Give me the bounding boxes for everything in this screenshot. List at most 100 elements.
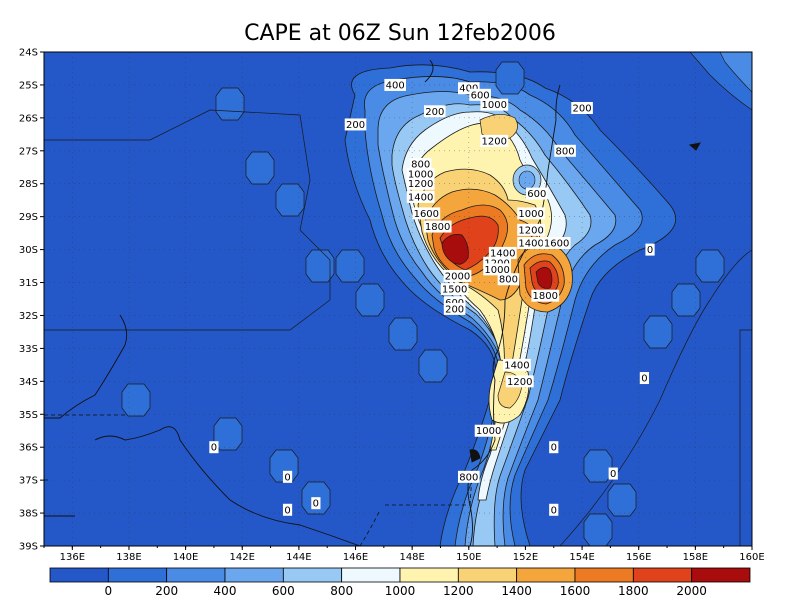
x-tick-label: 144E: [286, 552, 311, 563]
colorbar-label: 1800: [618, 584, 649, 598]
x-tick-label: 138E: [116, 552, 141, 563]
colorbar-swatch: [399, 567, 459, 583]
x-tick-label: 160E: [739, 552, 764, 563]
x-tick-label: 156E: [626, 552, 651, 563]
contour-label-bg: [282, 503, 293, 516]
contour-label: 1200: [507, 377, 532, 388]
x-tick-label: 150E: [456, 552, 481, 563]
cape-hole-400: [518, 170, 536, 190]
x-tick-label: 142E: [230, 552, 255, 563]
contour-label: 1000: [482, 100, 507, 111]
contour-label-bg: [639, 372, 649, 385]
contour-label: 1600: [414, 209, 439, 220]
contour-label: 1200: [482, 136, 507, 147]
contour-label-bg: [517, 223, 546, 236]
contour-label: 2000: [445, 271, 470, 282]
x-tick-label: 146E: [343, 552, 368, 563]
contour-label: 0: [211, 443, 217, 454]
contour-label-bg: [571, 101, 593, 114]
y-tick-label: 37S: [19, 476, 38, 487]
x-tick-label: 136E: [60, 552, 85, 563]
contour-label: 600: [527, 189, 546, 200]
contour-label: 1000: [484, 265, 509, 276]
colorbar-swatch: [166, 567, 226, 583]
contour-label-bg: [517, 207, 546, 220]
contour-label-bg: [209, 441, 219, 454]
contour-label: 1800: [425, 222, 450, 233]
contour-label: 800: [459, 472, 478, 483]
contour-label: 1400: [504, 360, 529, 371]
contour-label-bg: [549, 441, 559, 454]
colorbar-swatch: [691, 567, 751, 583]
cape-contour-0-west: [44, 109, 331, 331]
colorbar-label: 0: [105, 584, 113, 598]
contour-label-bg: [497, 273, 520, 286]
colorbar-label: 800: [330, 584, 353, 598]
cape-contour-0-se: [739, 329, 752, 546]
contour-label: 400: [459, 84, 478, 95]
contour-label-bg: [542, 237, 571, 250]
contour-label: 200: [346, 120, 365, 131]
contour-label: 1200: [518, 225, 543, 236]
contour-label-bg: [311, 497, 321, 510]
contour-label-bg: [458, 470, 480, 483]
contour-label: 0: [284, 472, 290, 483]
contour-label: 200: [445, 304, 464, 315]
colorbar-swatch: [516, 567, 576, 583]
contour-label-bg: [517, 237, 546, 250]
cape-fill-2200: [441, 234, 469, 265]
contour-label: 1400: [518, 239, 543, 250]
contour-label: 1400: [490, 248, 515, 259]
colorbar-swatch: [574, 567, 634, 583]
contour-label-bg: [608, 467, 618, 480]
contour-label-bg: [503, 358, 531, 371]
contour-label-bg: [488, 246, 517, 259]
y-tick-label: 33S: [19, 344, 38, 355]
contour-label: 600: [471, 90, 490, 101]
contour-label-bg: [505, 375, 534, 388]
colorbar: 0 200 400 600 800 1000 1200 1400 1600 1800 2000: [49, 567, 751, 598]
contour-label: 0: [647, 245, 653, 256]
y-tick-label: 34S: [19, 377, 38, 388]
contour-label: 200: [425, 107, 444, 118]
contour-label: 1000: [476, 426, 501, 437]
x-tick-label: 148E: [399, 552, 424, 563]
colorbar-label: 600: [272, 584, 295, 598]
contour-label-bg: [480, 134, 509, 147]
contour-label: 1800: [533, 291, 558, 302]
contour-label: 800: [499, 275, 518, 286]
y-tick-label: 24S: [19, 48, 38, 59]
colorbar-label: 1000: [385, 584, 416, 598]
contour-label: 1000: [518, 209, 543, 220]
colorbar-swatch: [457, 567, 518, 583]
contour-label: 1000: [408, 169, 433, 180]
contour-label-bg: [480, 98, 509, 111]
y-axis-ticks: 24S 25S 26S 27S 28S 29S 30S 31S 32S 33S 34S 35S 36S 3…: [19, 48, 44, 553]
contour-label-bg: [443, 269, 472, 282]
contour-label: 1400: [408, 192, 433, 203]
contour-label: 0: [610, 469, 616, 480]
map-title: CAPE at 06Z Sun 12feb2006: [244, 21, 556, 46]
y-tick-label: 28S: [19, 179, 38, 190]
contour-label-bg: [525, 187, 548, 200]
contour-label-bg: [531, 289, 560, 302]
y-tick-label: 39S: [19, 542, 38, 553]
y-tick-label: 32S: [19, 311, 38, 322]
contour-label-bg: [384, 78, 406, 91]
contour-label-bg: [344, 118, 367, 131]
contour-label-bg: [440, 283, 469, 296]
contour-label: 0: [641, 374, 647, 385]
contour-label-bg: [483, 263, 512, 276]
colorbar-label: 400: [214, 584, 237, 598]
colorbar-swatch: [224, 567, 284, 583]
y-tick-label: 38S: [19, 509, 38, 520]
contour-label: 1600: [544, 239, 569, 250]
colorbar-label: 2000: [676, 584, 707, 598]
map-grid: [44, 52, 752, 546]
contour-label: 400: [386, 80, 405, 91]
colorbar-label: 1200: [443, 584, 474, 598]
contour-label: 1500: [442, 285, 467, 296]
x-tick-label: 152E: [513, 552, 538, 563]
y-tick-label: 30S: [19, 245, 38, 256]
